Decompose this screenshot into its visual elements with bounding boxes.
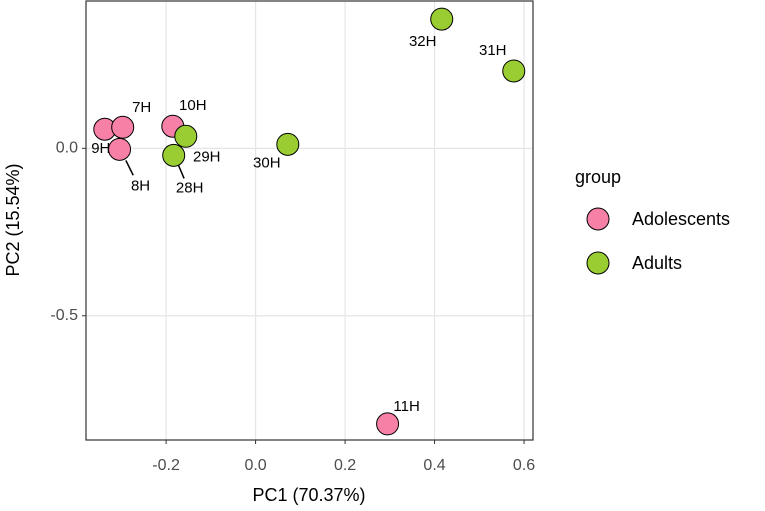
point <box>502 59 526 83</box>
leader-line <box>125 160 134 176</box>
point-label: 10H <box>179 97 207 114</box>
legend-label: Adults <box>632 253 682 273</box>
x-tick-label: 0.6 <box>513 457 535 474</box>
point-label: 28H <box>176 179 204 196</box>
legend-swatch <box>586 251 610 275</box>
panel-border <box>85 0 534 441</box>
point-label: 11H <box>393 398 419 415</box>
point <box>430 7 454 31</box>
y-tick-label: 0.0 <box>56 140 78 157</box>
x-tick-label: 0.0 <box>244 457 266 474</box>
point <box>111 115 135 139</box>
leader-line <box>177 164 185 179</box>
point-label: 31H <box>479 42 507 59</box>
legend-title: group <box>575 167 621 187</box>
point-label: 7H <box>132 99 151 116</box>
y-tick-label: -0.5 <box>50 307 78 324</box>
point-label: 8H <box>131 177 150 194</box>
point <box>162 143 186 167</box>
x-tick-label: 0.4 <box>423 457 445 474</box>
point <box>376 412 400 436</box>
legend-label: Adolescents <box>632 209 730 229</box>
panel <box>86 1 533 440</box>
x-tick-label: 0.2 <box>334 457 356 474</box>
point-label: 32H <box>409 33 437 50</box>
point <box>276 132 300 156</box>
y-axis-title: PC2 (15.54%) <box>3 163 23 276</box>
point-label: 29H <box>193 148 221 165</box>
point <box>174 124 198 148</box>
x-axis-title: PC1 (70.37%) <box>252 485 365 505</box>
x-tick-label: -0.2 <box>152 457 180 474</box>
point-label: 30H <box>253 154 281 171</box>
point <box>108 137 132 161</box>
point-label: 9H <box>91 140 110 157</box>
legend-swatch <box>586 207 610 231</box>
